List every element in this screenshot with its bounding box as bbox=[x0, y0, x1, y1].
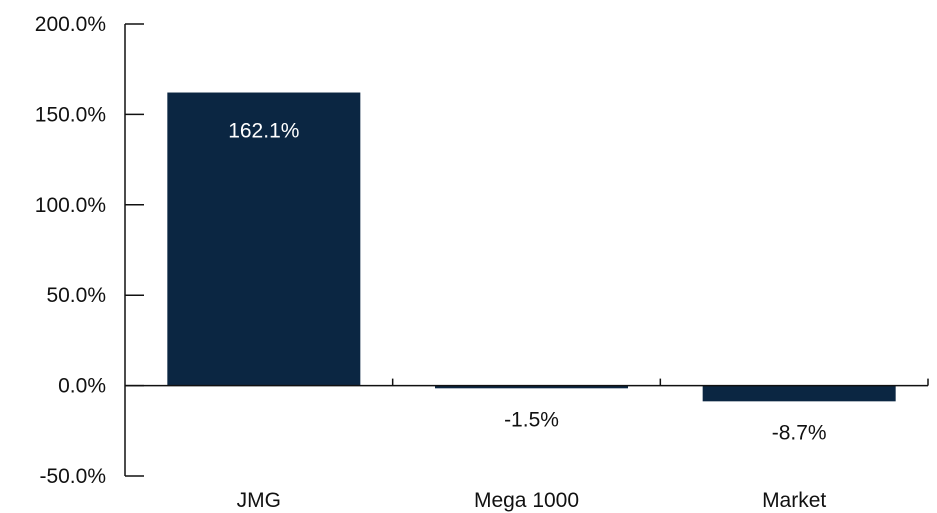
y-tick-label: 100.0% bbox=[35, 194, 106, 217]
y-tick-label: -50.0% bbox=[39, 465, 106, 488]
y-axis: 200.0% 150.0% 100.0% 50.0% 0.0% -50.0% bbox=[35, 13, 144, 488]
bar-jmg bbox=[167, 92, 361, 386]
data-label: -1.5% bbox=[504, 408, 559, 431]
y-tick-label: 0.0% bbox=[58, 375, 106, 398]
y-tick-label: 50.0% bbox=[46, 284, 106, 307]
data-labels-group: 162.1% -1.5% -8.7% bbox=[228, 120, 826, 445]
x-axis: JMG Mega 1000 Market bbox=[125, 378, 929, 512]
y-tick-label: 150.0% bbox=[35, 103, 106, 126]
bar-market bbox=[702, 385, 896, 402]
x-category-label: Mega 1000 bbox=[474, 489, 579, 512]
data-label: -8.7% bbox=[772, 421, 827, 444]
x-category-label: JMG bbox=[237, 489, 281, 512]
y-tick-label: 200.0% bbox=[35, 13, 106, 36]
data-label: 162.1% bbox=[228, 120, 299, 143]
bar-mega-1000 bbox=[435, 385, 628, 389]
x-category-label: Market bbox=[762, 489, 826, 512]
bars-group bbox=[167, 92, 896, 402]
